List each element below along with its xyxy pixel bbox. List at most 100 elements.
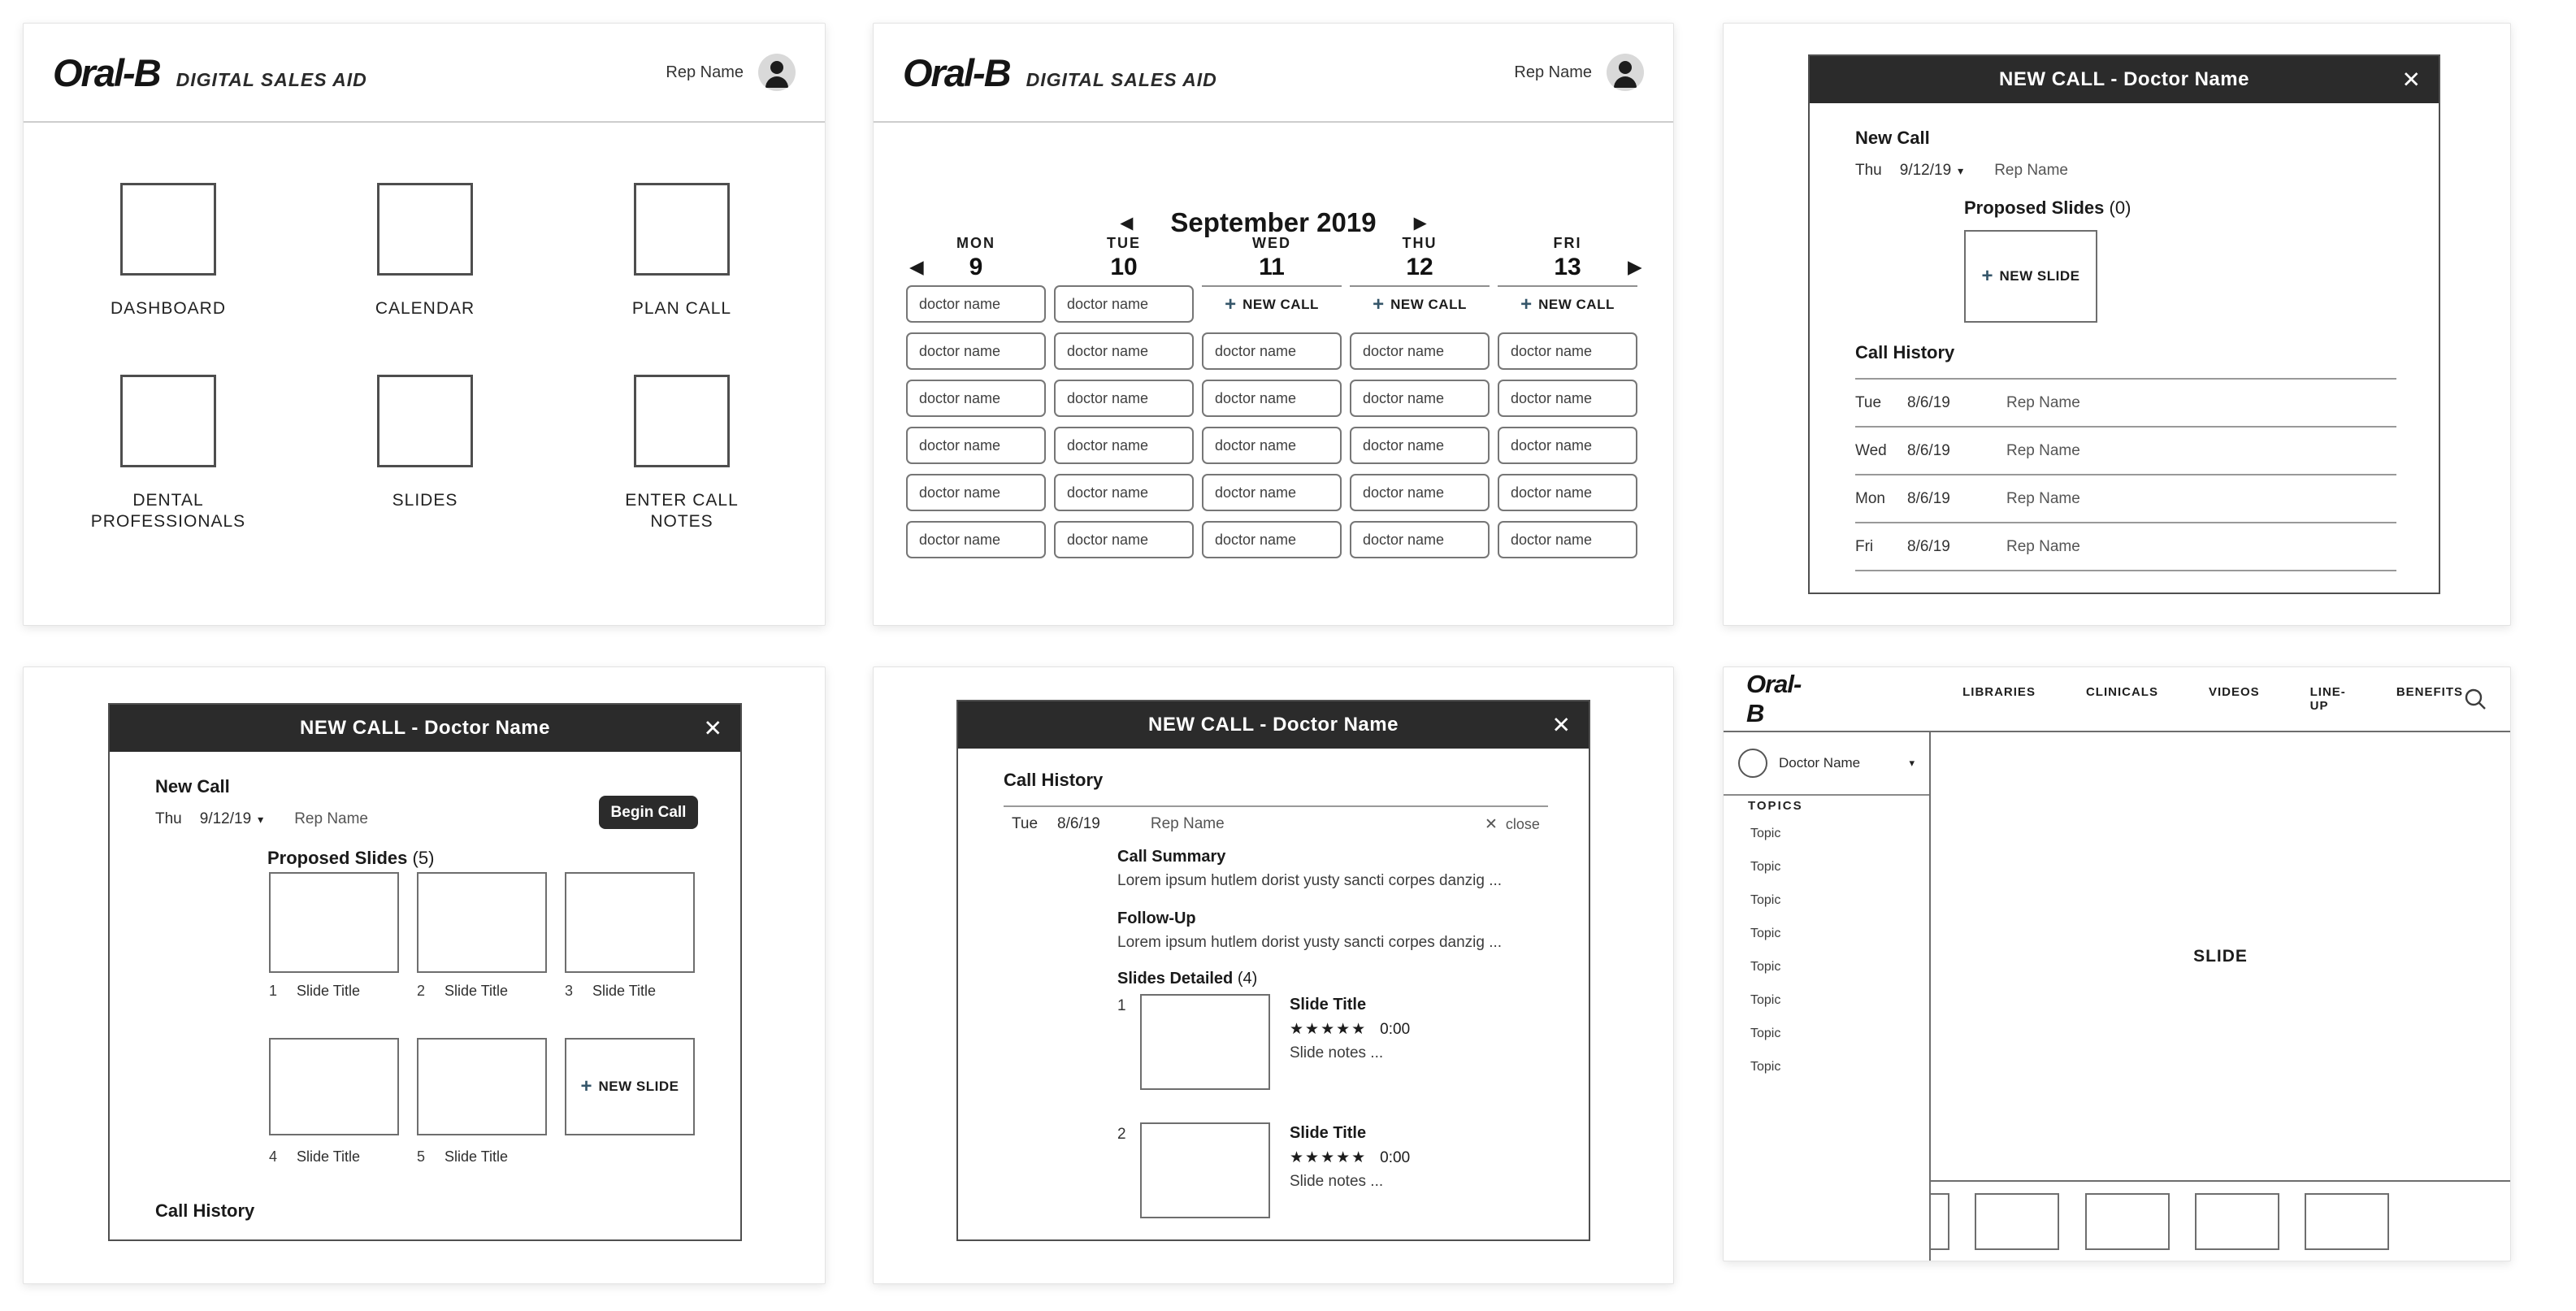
close-icon[interactable]: ✕ — [1551, 712, 1571, 738]
filmstrip-thumbnail[interactable] — [2305, 1193, 2389, 1250]
chevron-down-icon[interactable]: ▾ — [258, 812, 264, 826]
app-tagline: DIGITAL SALES AID — [176, 68, 367, 90]
close-icon[interactable]: ✕ — [2401, 67, 2421, 93]
next-month-icon[interactable]: ▶ — [1413, 213, 1427, 232]
filmstrip-thumbnail[interactable] — [1931, 1193, 1949, 1250]
nav-clinicals[interactable]: CLINICALS — [2085, 685, 2158, 699]
topic-item[interactable]: Topic — [1750, 860, 1781, 874]
star-rating-icon[interactable]: ★★★★★ — [1290, 1149, 1368, 1166]
nav-videos[interactable]: VIDEOS — [2208, 685, 2260, 699]
topic-item[interactable]: Topic — [1750, 927, 1781, 940]
rep-chip[interactable]: Rep Name — [1514, 54, 1644, 91]
appointment-slot[interactable]: doctor name — [1498, 521, 1637, 558]
new-slide-button[interactable]: + NEW SLIDE — [1964, 230, 2097, 323]
appointment-slot[interactable]: doctor name — [1202, 380, 1342, 417]
star-rating-icon[interactable]: ★★★★★ — [1290, 1021, 1368, 1038]
slide-thumbnail[interactable] — [269, 1038, 399, 1135]
slide-thumbnail[interactable] — [565, 872, 695, 973]
slide-thumbnail[interactable] — [269, 872, 399, 973]
topic-item[interactable]: Topic — [1750, 827, 1781, 840]
appointment-slot[interactable]: doctor name — [906, 380, 1046, 417]
prev-week-icon[interactable]: ◀ — [909, 256, 924, 277]
collapse-row-button[interactable]: ✕ close — [1485, 815, 1540, 834]
doctor-name-placeholder: doctor name — [1215, 484, 1297, 501]
appointment-slot[interactable]: doctor name — [906, 332, 1046, 370]
close-icon[interactable]: ✕ — [703, 715, 722, 741]
tile-calendar[interactable]: CALENDAR — [329, 183, 521, 319]
appointment-slot[interactable]: doctor name — [1054, 427, 1194, 464]
appointment-slot[interactable]: doctor name — [1350, 474, 1490, 511]
appointment-slot[interactable]: doctor name — [906, 427, 1046, 464]
slide-thumbnail[interactable] — [1140, 994, 1270, 1090]
nav-libraries[interactable]: LIBRARIES — [1962, 685, 2036, 699]
appointment-slot[interactable]: doctor name — [1054, 380, 1194, 417]
nav-benefits[interactable]: BENEFITS — [2396, 685, 2463, 699]
rep-chip[interactable]: Rep Name — [666, 54, 796, 91]
appointment-slot[interactable]: doctor name — [906, 285, 1046, 323]
tile-slides[interactable]: SLIDES — [329, 375, 521, 511]
call-history-row[interactable]: Wed 8/6/19 Rep Name — [1855, 426, 2396, 474]
tile-dental-professionals[interactable]: DENTAL PROFESSIONALS — [72, 375, 264, 533]
appointment-slot[interactable]: doctor name — [1054, 285, 1194, 323]
prev-month-icon[interactable]: ◀ — [1120, 213, 1134, 232]
slide-thumbnail[interactable] — [417, 872, 547, 973]
call-history-row[interactable]: Mon 8/6/19 Rep Name — [1855, 474, 2396, 522]
tile-plan-call[interactable]: PLAN CALL — [586, 183, 778, 319]
call-history-heading: Call History — [155, 1200, 255, 1221]
tile-dashboard[interactable]: DASHBOARD — [72, 183, 264, 319]
user-avatar-icon[interactable] — [1607, 54, 1644, 91]
call-history-row[interactable]: Tue 8/6/19 Rep Name — [1855, 378, 2396, 426]
appointment-slot[interactable]: doctor name — [1202, 427, 1342, 464]
appointment-slot[interactable]: doctor name — [1498, 332, 1637, 370]
appointment-slot[interactable]: doctor name — [1054, 521, 1194, 558]
topic-item[interactable]: Topic — [1750, 993, 1781, 1007]
new-slide-button[interactable]: + NEW SLIDE — [565, 1038, 695, 1135]
doctor-select[interactable]: Doctor Name ▾ — [1724, 732, 1929, 796]
slide-thumbnail[interactable] — [417, 1038, 547, 1135]
new-call-slot[interactable]: + NEW CALL — [1350, 285, 1490, 323]
appointment-slot[interactable]: doctor name — [1350, 332, 1490, 370]
new-call-slot[interactable]: + NEW CALL — [1202, 285, 1342, 323]
new-call-slot[interactable]: + NEW CALL — [1498, 285, 1637, 323]
day-number: 13 — [1554, 254, 1581, 280]
filmstrip-thumbnail[interactable] — [2195, 1193, 2279, 1250]
doctor-avatar-icon — [1738, 749, 1767, 778]
slide-duration: 0:00 — [1380, 1020, 1411, 1038]
doctor-name: Doctor Name — [1779, 755, 1861, 771]
appointment-slot[interactable]: doctor name — [1350, 380, 1490, 417]
tile-enter-call-notes[interactable]: ENTER CALL NOTES — [586, 375, 778, 533]
appointment-slot[interactable]: doctor name — [1498, 380, 1637, 417]
chevron-down-icon[interactable]: ▾ — [1958, 163, 1964, 177]
filmstrip-thumbnail[interactable] — [1975, 1193, 2059, 1250]
brand: Oral-B DIGITAL SALES AID — [53, 50, 367, 95]
nav-lineup[interactable]: LINE-UP — [2309, 685, 2346, 713]
search-icon[interactable] — [2463, 687, 2487, 711]
appointment-slot[interactable]: doctor name — [1350, 427, 1490, 464]
slide-thumbnail[interactable] — [1140, 1122, 1270, 1218]
appointment-slot[interactable]: doctor name — [1054, 332, 1194, 370]
appointment-slot[interactable]: doctor name — [906, 521, 1046, 558]
appointment-slot[interactable]: doctor name — [1350, 521, 1490, 558]
doctor-name-placeholder: doctor name — [919, 342, 1001, 359]
next-week-icon[interactable]: ▶ — [1628, 256, 1642, 277]
slide-number: 5 — [417, 1148, 426, 1165]
appointment-slot[interactable]: doctor name — [1054, 474, 1194, 511]
topic-item[interactable]: Topic — [1750, 1060, 1781, 1074]
begin-call-button[interactable]: Begin Call — [599, 796, 698, 829]
appointment-slot[interactable]: doctor name — [906, 474, 1046, 511]
topic-item[interactable]: Topic — [1750, 893, 1781, 907]
topic-item[interactable]: Topic — [1750, 1027, 1781, 1040]
user-avatar-icon[interactable] — [758, 54, 796, 91]
appointment-slot[interactable]: doctor name — [1202, 332, 1342, 370]
appointment-slot[interactable]: doctor name — [1498, 474, 1637, 511]
call-history-row[interactable]: Fri 8/6/19 Rep Name — [1855, 522, 2396, 570]
appointment-slot[interactable]: doctor name — [1202, 474, 1342, 511]
filmstrip-thumbnail[interactable] — [2085, 1193, 2170, 1250]
modal-title: NEW CALL - Doctor Name — [300, 717, 550, 739]
appointment-slot[interactable]: doctor name — [1498, 427, 1637, 464]
doctor-name-placeholder: doctor name — [1215, 389, 1297, 406]
new-call-heading: New Call — [155, 776, 230, 797]
appointment-slot[interactable]: doctor name — [1202, 521, 1342, 558]
modal-header: NEW CALL - Doctor Name ✕ — [958, 701, 1589, 749]
topic-item[interactable]: Topic — [1750, 960, 1781, 974]
